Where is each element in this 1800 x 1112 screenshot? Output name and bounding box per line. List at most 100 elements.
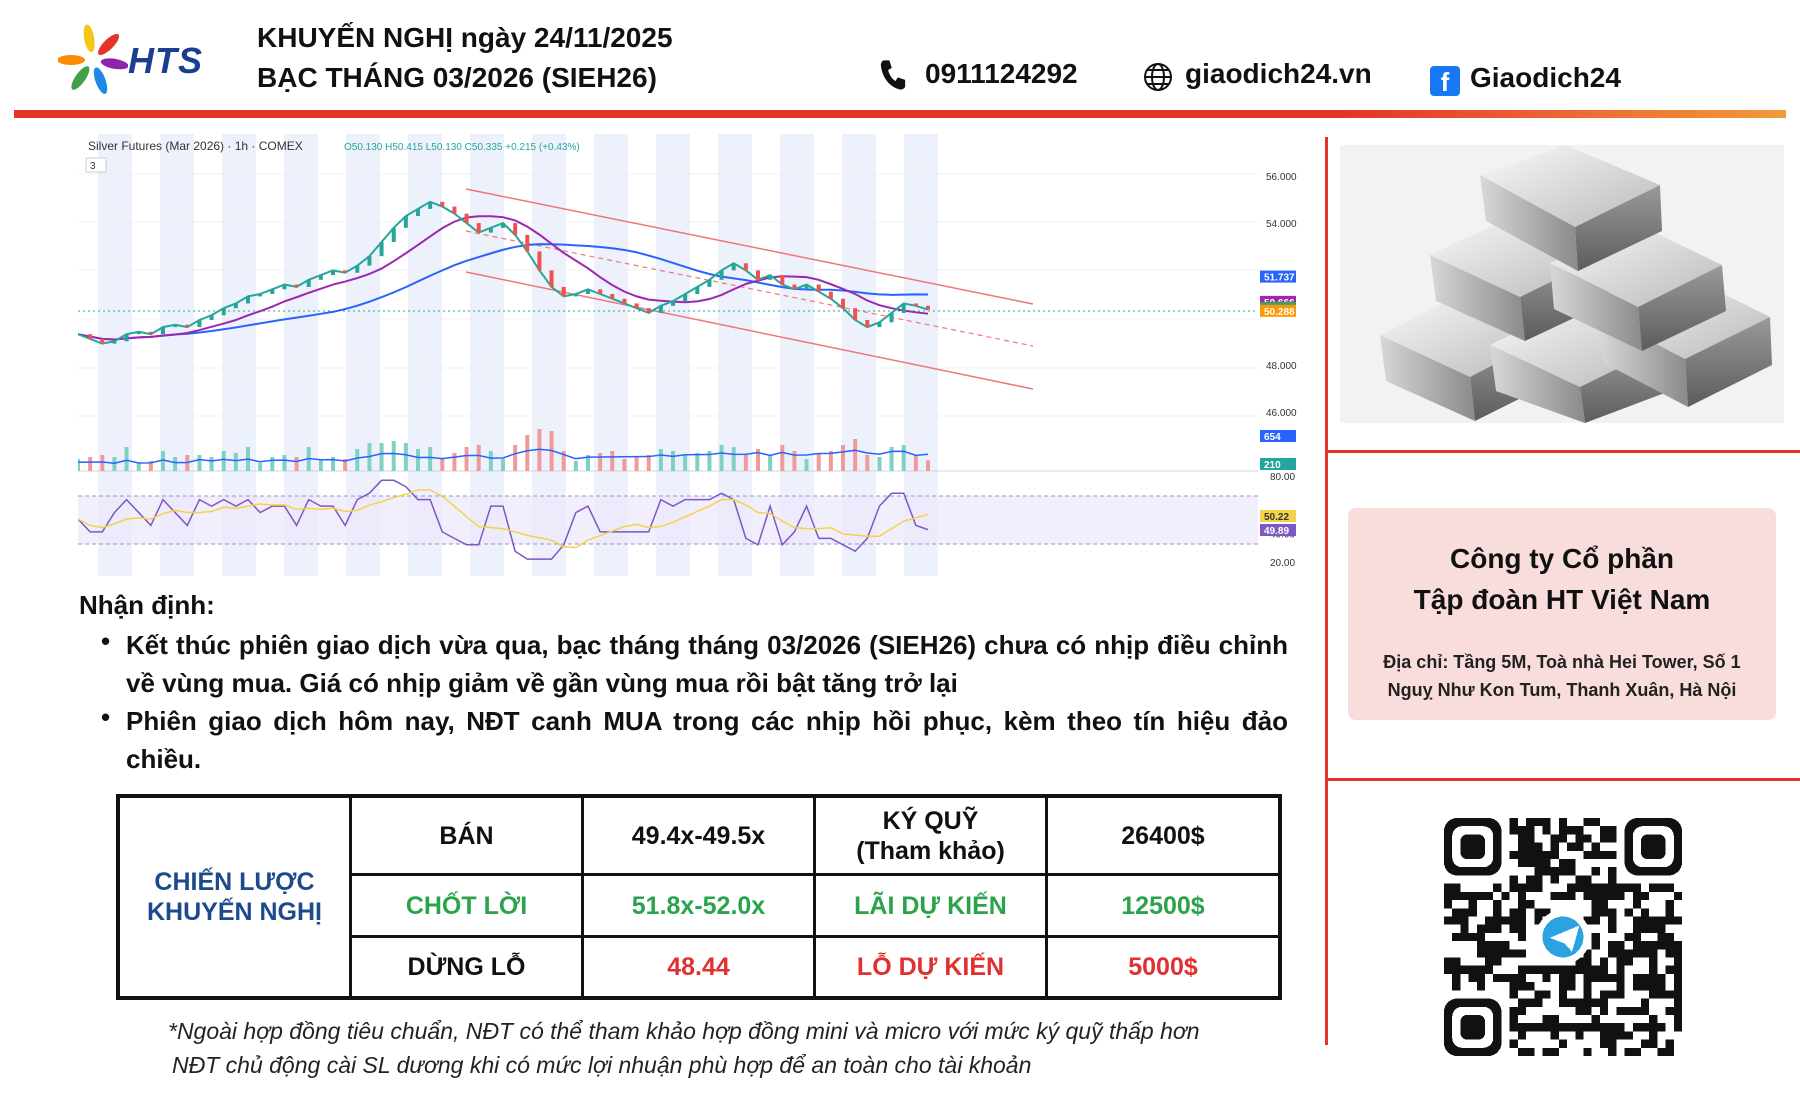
qr-module (1567, 1023, 1576, 1032)
row-takeprofit-amount: 12500$ (1048, 876, 1278, 938)
qr-module (1608, 875, 1617, 884)
qr-module (1526, 982, 1535, 991)
qr-module (1452, 916, 1461, 925)
qr-module (1591, 932, 1600, 942)
price-axis-tick: 56.000 (1266, 172, 1297, 183)
qr-module (1673, 1023, 1682, 1032)
qr-module (1509, 875, 1518, 884)
qr-module (1583, 1023, 1592, 1032)
qr-module (1493, 900, 1502, 909)
volume-bar (173, 457, 178, 471)
qr-module (1526, 818, 1535, 827)
volume-bar (877, 457, 882, 471)
qr-module (1599, 1031, 1609, 1040)
bullet-dot: • (101, 702, 111, 732)
qr-module (1517, 973, 1527, 983)
qr-module (1640, 1039, 1650, 1048)
volume-bar (913, 455, 918, 471)
website-link[interactable]: giaodich24.vn (1185, 58, 1372, 89)
qr-module (1517, 891, 1527, 901)
volume-bar (124, 447, 129, 471)
qr-module (1599, 826, 1609, 835)
volume-bar (646, 455, 651, 471)
qr-module (1501, 949, 1510, 958)
qr-module (1665, 908, 1674, 917)
rsi-tag-bg (1260, 524, 1296, 536)
candle (622, 298, 627, 304)
volume-bar (853, 439, 858, 471)
qr-module (1665, 941, 1674, 950)
candle (586, 289, 590, 294)
row-takeprofit-action: CHỐT LỜI (352, 876, 584, 938)
qr-module (1632, 1047, 1641, 1056)
qr-module (1444, 891, 1453, 901)
strategy-label-line-1: CHIẾN LƯỢC (154, 868, 315, 896)
qr-module (1673, 990, 1682, 999)
volume-bar (452, 453, 457, 471)
candle (658, 305, 663, 313)
qr-module (1616, 965, 1625, 974)
qr-module (1575, 875, 1584, 884)
qr-module (1616, 957, 1625, 966)
company-address-line-1: Địa chỉ: Tầng 5M, Toà nhà Hei Tower, Số … (1383, 652, 1741, 672)
qr-module (1517, 1006, 1527, 1015)
candle (573, 294, 578, 297)
qr-module (1509, 850, 1518, 860)
price-chart: 56.00054.00048.00046.00080.0040.0020.00 … (76, 134, 1313, 576)
qr-module (1608, 1031, 1617, 1040)
qr-module (1517, 850, 1527, 860)
qr-module (1673, 916, 1682, 925)
qr-module (1542, 1047, 1551, 1056)
volume-bar (209, 457, 214, 471)
qr-module (1599, 900, 1609, 909)
qr-module (1608, 990, 1617, 999)
candle (112, 341, 117, 344)
qr-module (1534, 998, 1543, 1007)
volume-bar (525, 435, 530, 471)
qr-module (1509, 1014, 1518, 1024)
qr-module (1567, 883, 1576, 892)
candle (148, 331, 153, 335)
qr-module (1608, 834, 1617, 843)
qr-module (1608, 850, 1617, 860)
qr-module (1534, 867, 1543, 876)
phone-number[interactable]: 0911124292 (925, 58, 1078, 89)
hts-logo-icon (57, 24, 129, 94)
qr-module (1649, 924, 1658, 933)
candle (185, 324, 190, 328)
logo-text: HTS (128, 40, 203, 81)
qr-module (1591, 867, 1600, 876)
qr-module (1673, 973, 1682, 983)
price-chart-svg: 56.00054.00048.00046.00080.0040.0020.00 … (76, 134, 1313, 576)
volume-bar (282, 455, 287, 471)
qr-module (1616, 891, 1625, 901)
candle (683, 294, 688, 302)
qr-module (1509, 908, 1518, 917)
candle (100, 338, 105, 344)
qr-module (1452, 891, 1461, 901)
qr-module (1591, 941, 1600, 950)
row-sell-action: BÁN (352, 798, 584, 876)
facebook-link[interactable]: Giaodich24 (1470, 62, 1621, 93)
qr-module (1616, 990, 1625, 999)
qr-module (1534, 859, 1543, 868)
candle (355, 265, 360, 273)
qr-module (1526, 859, 1535, 868)
qr-code[interactable] (1444, 818, 1682, 1056)
qr-module (1476, 924, 1486, 933)
qr-module (1550, 965, 1559, 974)
qr-module (1468, 932, 1477, 942)
qr-module (1575, 1023, 1584, 1032)
qr-module (1632, 941, 1641, 950)
qr-module (1575, 957, 1584, 966)
qr-module (1558, 818, 1568, 827)
candle (452, 206, 457, 214)
qr-module (1632, 973, 1641, 983)
qr-module (1608, 908, 1617, 917)
qr-module (1591, 900, 1600, 909)
qr-module (1493, 924, 1502, 933)
volume-bar (865, 455, 870, 471)
qr-module (1476, 982, 1486, 991)
qr-module (1657, 883, 1666, 892)
qr-module (1526, 842, 1535, 851)
